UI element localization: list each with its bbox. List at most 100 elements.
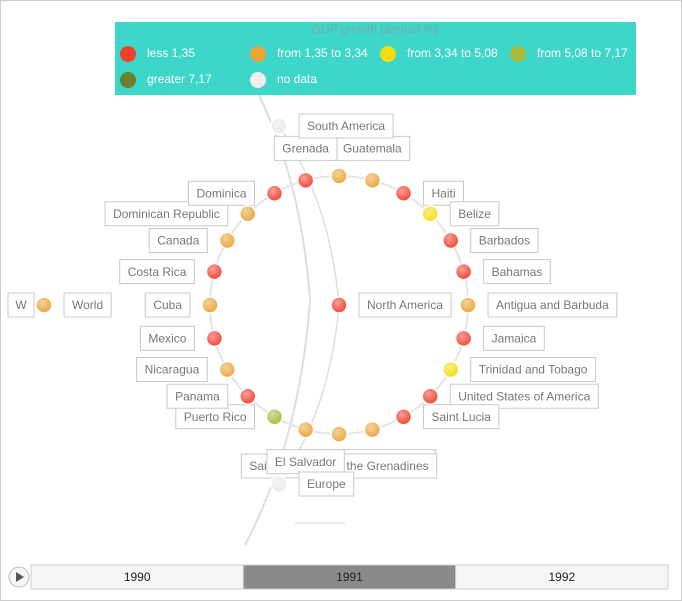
node-label: Saint Lucia bbox=[432, 410, 492, 424]
label-box bbox=[449, 201, 500, 227]
bubble-shine bbox=[455, 330, 472, 347]
bubble-shine bbox=[442, 232, 459, 249]
node-label: W bbox=[15, 298, 27, 312]
label-box bbox=[483, 325, 545, 351]
bubble-shine bbox=[331, 168, 347, 184]
label-box bbox=[423, 180, 465, 206]
legend-box bbox=[115, 22, 636, 95]
label-box bbox=[166, 383, 229, 409]
play-icon bbox=[16, 572, 24, 582]
legend-label: less 1,35 bbox=[147, 46, 195, 60]
bubble-shine bbox=[331, 297, 347, 313]
legend-label: from 5,08 to 7,17 bbox=[537, 46, 628, 60]
bubble-shine bbox=[422, 205, 439, 222]
bubble-shine bbox=[422, 388, 439, 405]
bubble-shine bbox=[364, 421, 381, 438]
node-label: Dominican Republic bbox=[113, 207, 220, 221]
label-box bbox=[298, 471, 355, 497]
bubble-shine bbox=[202, 297, 218, 313]
bubble-shine bbox=[297, 172, 314, 189]
timeline-year: 1991 bbox=[336, 570, 363, 584]
node-label: Dominica bbox=[196, 186, 246, 200]
legend-marker bbox=[120, 72, 136, 88]
label-box bbox=[470, 357, 596, 382]
bubble-shine bbox=[271, 118, 287, 134]
bubble-shine bbox=[239, 205, 256, 222]
timeline-segment[interactable] bbox=[242, 564, 457, 590]
label-box bbox=[7, 292, 35, 318]
label-box bbox=[423, 404, 500, 430]
node-label: Nicaragua bbox=[145, 363, 200, 377]
node-label: Costa Rica bbox=[128, 265, 187, 279]
label-box bbox=[148, 228, 208, 253]
legend-marker bbox=[120, 46, 136, 62]
label-box bbox=[104, 201, 229, 227]
node-label: Panama bbox=[175, 389, 220, 403]
node-label: North America bbox=[367, 298, 443, 312]
label-box bbox=[358, 292, 452, 318]
node-label: Cuba bbox=[153, 298, 182, 312]
bubble-shine bbox=[442, 361, 459, 378]
node-label: Jamaica bbox=[492, 332, 537, 346]
legend-label: greater 7,17 bbox=[147, 72, 212, 86]
node-label: South America bbox=[307, 119, 385, 133]
node-label: Puerto Rico bbox=[184, 410, 247, 424]
label-box bbox=[139, 325, 195, 351]
node-label: Bahamas bbox=[492, 265, 543, 279]
legend-marker bbox=[250, 72, 266, 88]
bubble-shine bbox=[395, 408, 412, 425]
label-box bbox=[273, 135, 338, 161]
legend-marker bbox=[510, 46, 526, 62]
bubble-shine bbox=[219, 361, 236, 378]
bubble-shine bbox=[206, 330, 223, 347]
node-label: Europe bbox=[307, 477, 346, 491]
timeline-segment[interactable] bbox=[455, 564, 669, 590]
label-box bbox=[187, 180, 255, 206]
timeline-year: 1990 bbox=[124, 570, 151, 584]
node-label: Barbados bbox=[479, 234, 530, 248]
legend-label: from 3,34 to 5,08 bbox=[407, 46, 498, 60]
label-box bbox=[63, 292, 112, 318]
node-label: Haiti bbox=[432, 186, 456, 200]
label-box bbox=[136, 357, 208, 382]
node-label: Grenada bbox=[282, 142, 329, 156]
bubble-shine bbox=[331, 426, 347, 442]
legend-marker bbox=[250, 46, 266, 62]
label-box bbox=[298, 113, 394, 139]
bubble-shine bbox=[266, 408, 283, 425]
bubble-shine bbox=[395, 185, 412, 202]
timeline-segment[interactable] bbox=[30, 564, 244, 590]
node-label: United States of America bbox=[458, 389, 590, 403]
bubble-shine bbox=[219, 232, 236, 249]
bubble-shine bbox=[455, 263, 472, 280]
timeline-year: 1992 bbox=[548, 570, 575, 584]
node-label: Guatemala bbox=[343, 142, 402, 156]
label-box bbox=[483, 259, 551, 285]
node-label: El Salvador bbox=[275, 455, 336, 469]
node-label: Canada bbox=[157, 234, 199, 248]
label-box bbox=[449, 383, 599, 409]
node-label: Belize bbox=[458, 207, 491, 221]
legend-marker bbox=[380, 46, 396, 62]
label-box bbox=[144, 292, 191, 318]
bubble-shine bbox=[271, 476, 287, 492]
label-box bbox=[175, 404, 255, 430]
bubble-shine bbox=[266, 185, 283, 202]
bubble-shine bbox=[206, 263, 223, 280]
bubble-shine bbox=[364, 172, 381, 189]
label-box bbox=[119, 259, 195, 285]
legend-label: from 1,35 to 3,34 bbox=[277, 46, 368, 60]
node-label: Mexico bbox=[148, 332, 186, 346]
node-label: Trinidad and Tobago bbox=[479, 363, 588, 377]
bubble-shine bbox=[36, 297, 52, 313]
legend-title: GDP growth (annual %) bbox=[312, 22, 439, 36]
bubble-shine bbox=[460, 297, 476, 313]
bubble-shine bbox=[239, 388, 256, 405]
bubble-shine bbox=[297, 421, 314, 438]
legend-label: no data bbox=[277, 72, 317, 86]
label-box bbox=[470, 228, 539, 253]
node-label: World bbox=[72, 298, 103, 312]
label-box bbox=[487, 292, 618, 318]
